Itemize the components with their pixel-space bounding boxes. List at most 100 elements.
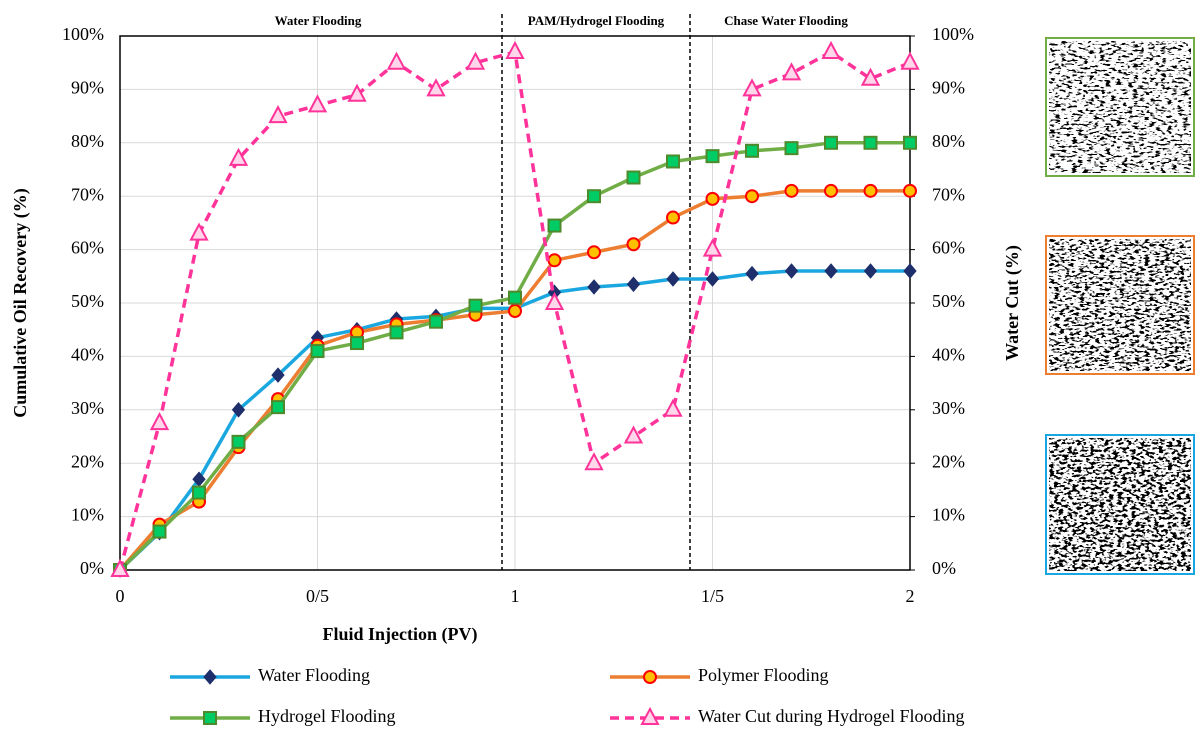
- legend-label: Water Flooding: [258, 665, 370, 685]
- marker: [705, 191, 720, 206]
- legend-label: Polymer Flooding: [698, 665, 829, 685]
- y2-tick-label: 80%: [932, 131, 965, 151]
- marker: [350, 336, 364, 351]
- y2-tick-label: 30%: [932, 398, 965, 418]
- x-tick-label: 0: [116, 586, 125, 606]
- y2-tick-label: 100%: [932, 24, 974, 44]
- marker: [705, 149, 720, 164]
- marker: [544, 291, 565, 310]
- marker: [584, 452, 604, 471]
- marker: [824, 263, 838, 279]
- y2-tick-label: 20%: [932, 451, 965, 471]
- marker: [271, 400, 285, 415]
- marker: [824, 183, 838, 198]
- x-tick-label: 1/5: [701, 586, 724, 606]
- y2-tick-label: 50%: [932, 291, 965, 311]
- phase-label: PAM/Hydrogel Flooding: [528, 13, 665, 28]
- marker: [623, 425, 644, 444]
- y2-tick-label: 0%: [932, 558, 956, 578]
- marker: [643, 670, 657, 684]
- marker: [860, 67, 881, 86]
- y-axis-title: Cumulative Oil Recovery (%): [10, 188, 31, 417]
- marker: [110, 558, 130, 577]
- marker: [468, 298, 483, 313]
- marker: [465, 51, 486, 70]
- marker: [626, 237, 641, 252]
- marker: [742, 78, 762, 97]
- marker: [900, 51, 920, 70]
- legend-item: Water Flooding: [170, 665, 370, 685]
- marker: [863, 183, 878, 198]
- marker: [745, 143, 759, 158]
- x-tick-label: 2: [906, 586, 915, 606]
- y-tick-label: 10%: [71, 505, 104, 525]
- marker: [547, 253, 562, 268]
- image-texture: [1049, 438, 1191, 571]
- y2-tick-label: 90%: [932, 78, 965, 98]
- marker: [271, 367, 285, 383]
- x-tick-label: 0/5: [306, 586, 329, 606]
- marker: [666, 154, 680, 169]
- sample-images: [1045, 37, 1195, 575]
- phase-label: Water Flooding: [275, 13, 362, 28]
- marker: [903, 263, 917, 279]
- marker: [547, 218, 562, 233]
- legend-label: Hydrogel Flooding: [258, 706, 396, 726]
- marker: [505, 40, 525, 60]
- marker: [192, 485, 206, 500]
- y2-tick-label: 40%: [932, 345, 965, 365]
- marker: [663, 398, 683, 417]
- legend-item: Polymer Flooding: [610, 665, 829, 685]
- y-tick-label: 40%: [71, 345, 104, 365]
- marker: [745, 265, 759, 282]
- y-tick-label: 100%: [62, 24, 104, 44]
- marker: [508, 290, 522, 305]
- plot-frame: [119, 35, 911, 571]
- y-tick-label: 90%: [71, 78, 104, 98]
- marker: [863, 263, 878, 279]
- marker: [152, 524, 167, 539]
- y-tick-label: 20%: [71, 451, 104, 471]
- marker: [640, 706, 660, 725]
- marker: [203, 669, 217, 685]
- marker: [705, 271, 720, 287]
- y2-tick-label: 70%: [932, 184, 965, 204]
- marker: [821, 40, 841, 60]
- marker: [626, 276, 641, 293]
- marker: [347, 83, 367, 102]
- x-tick-label: 1: [511, 586, 520, 606]
- marker: [310, 344, 325, 359]
- marker: [228, 147, 249, 166]
- y-tick-label: 60%: [71, 238, 104, 258]
- marker: [386, 51, 407, 70]
- marker: [626, 170, 641, 185]
- y-tick-label: 0%: [80, 558, 104, 578]
- phase-label: Chase Water Flooding: [724, 13, 848, 28]
- marker: [666, 210, 680, 225]
- y2-axis-title: Water Cut (%): [1002, 245, 1023, 361]
- y2-tick-label: 10%: [932, 505, 965, 525]
- y-tick-label: 30%: [71, 398, 104, 418]
- marker: [666, 271, 680, 287]
- marker: [587, 189, 601, 204]
- marker: [149, 412, 170, 431]
- y-tick-label: 50%: [71, 291, 104, 311]
- marker: [824, 135, 838, 150]
- marker: [863, 135, 878, 150]
- image-texture: [1049, 239, 1191, 371]
- marker: [231, 402, 246, 418]
- marker: [784, 183, 799, 198]
- marker: [231, 434, 246, 449]
- image-texture: [1049, 41, 1191, 173]
- marker: [189, 222, 209, 241]
- y-tick-label: 80%: [71, 131, 104, 151]
- marker: [426, 78, 446, 97]
- marker: [203, 711, 217, 725]
- marker: [587, 245, 601, 260]
- marker: [745, 189, 759, 204]
- marker: [903, 135, 917, 150]
- legend-item: Water Cut during Hydrogel Flooding: [610, 706, 965, 726]
- marker: [702, 238, 723, 257]
- marker: [268, 104, 288, 124]
